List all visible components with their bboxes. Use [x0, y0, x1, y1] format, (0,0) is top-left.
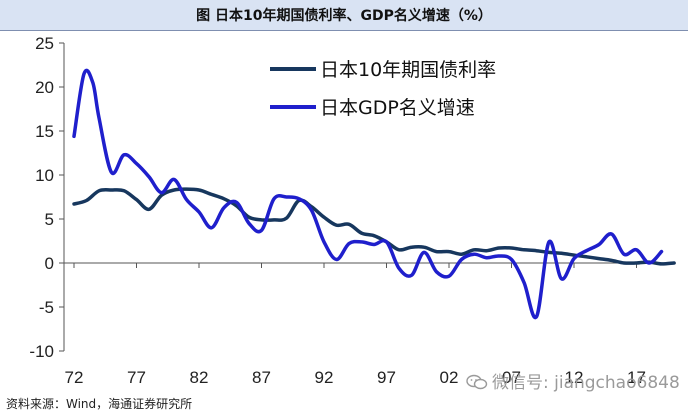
title-divider	[0, 30, 688, 31]
title-bar: 图 日本10年期国债利率、GDP名义增速（%）	[0, 0, 688, 30]
x-tick-label: 82	[190, 368, 209, 387]
legend-label: 日本10年期国债利率	[320, 59, 496, 81]
y-tick-label: 25	[35, 34, 54, 53]
x-tick-label: 87	[252, 368, 271, 387]
x-tick-label: 92	[315, 368, 334, 387]
wechat-watermark: 微信号: jiangchao6848	[466, 368, 680, 393]
chart-title: 图 日本10年期国债利率、GDP名义增速（%）	[196, 8, 492, 24]
line-chart: 25 20 15 10 5 0 -5 -10 72 77 82 87 92 97 02 07 12 17 日本1…	[29, 34, 676, 387]
y-tick-label: 5	[45, 210, 54, 229]
legend-label: 日本GDP名义增速	[320, 97, 475, 119]
series-lines	[72, 68, 676, 320]
source-note: 资料来源：Wind，海通证券研究所	[6, 397, 193, 411]
x-axis-ticks: 72 77 82 87 92 97 02 07 12 17	[65, 263, 646, 387]
watermark-text: 微信号: jiangchao6848	[492, 373, 680, 393]
x-tick-label: 17	[627, 368, 646, 387]
series-line-jgb-10y-yield	[72, 187, 676, 266]
y-tick-label: 15	[35, 122, 54, 141]
y-tick-label: -5	[39, 298, 54, 317]
x-tick-label: 97	[377, 368, 396, 387]
chart-axes	[63, 43, 676, 351]
series-line-nominal-gdp-growth	[72, 68, 664, 320]
y-tick-label: 0	[45, 254, 54, 273]
y-tick-label: 10	[35, 166, 54, 185]
y-axis-ticks: 25 20 15 10 5 0 -5 -10	[29, 34, 64, 361]
x-tick-label: 02	[440, 368, 459, 387]
y-tick-label: -10	[29, 342, 54, 361]
x-tick-label: 12	[565, 368, 584, 387]
x-tick-label: 72	[65, 368, 84, 387]
x-tick-label: 77	[127, 368, 146, 387]
y-tick-label: 20	[35, 78, 54, 97]
wechat-icon	[466, 374, 488, 390]
x-tick-label: 07	[502, 368, 521, 387]
